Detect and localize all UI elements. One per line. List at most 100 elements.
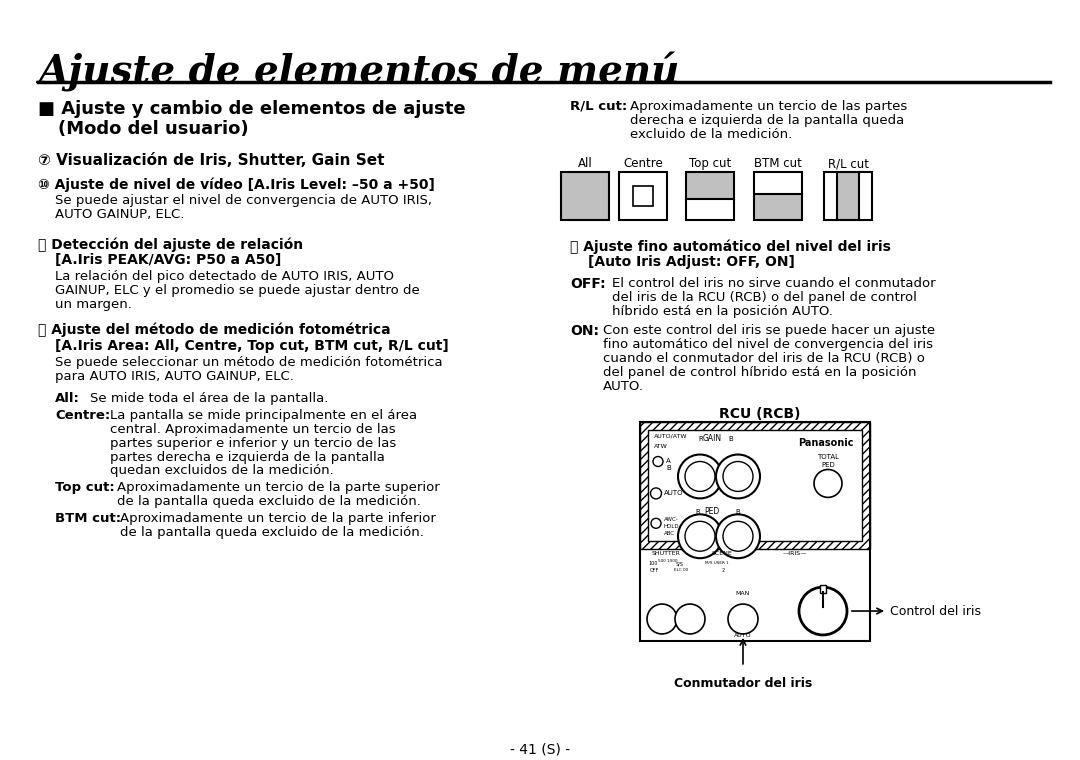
- Text: del panel de control híbrido está en la posición: del panel de control híbrido está en la …: [603, 366, 917, 378]
- Text: S/S: S/S: [676, 562, 684, 567]
- Text: BTM cut: BTM cut: [754, 157, 802, 170]
- Text: SCENE: SCENE: [712, 551, 732, 556]
- Text: [A.Iris Area: All, Centre, Top cut, BTM cut, R/L cut]: [A.Iris Area: All, Centre, Top cut, BTM …: [55, 339, 449, 353]
- Bar: [648, 429, 862, 541]
- Text: Top cut: Top cut: [689, 157, 731, 170]
- Text: Centre: Centre: [623, 157, 663, 170]
- Circle shape: [685, 521, 715, 551]
- Text: Conmutador del iris: Conmutador del iris: [674, 677, 812, 690]
- Text: ⑬ Ajuste fino automático del nivel del iris: ⑬ Ajuste fino automático del nivel del i…: [570, 239, 891, 254]
- Text: [Auto Iris Adjust: OFF, ON]: [Auto Iris Adjust: OFF, ON]: [588, 255, 795, 269]
- Bar: [619, 173, 667, 220]
- Circle shape: [723, 521, 753, 551]
- Text: PED: PED: [704, 508, 719, 516]
- Text: Centre:: Centre:: [55, 409, 110, 422]
- Circle shape: [675, 604, 705, 634]
- Text: de la pantalla queda excluido de la medición.: de la pantalla queda excluido de la medi…: [120, 526, 423, 540]
- Text: cuando el conmutador del iris de la RCU (RCB) o: cuando el conmutador del iris de la RCU …: [603, 352, 924, 365]
- Circle shape: [716, 454, 760, 499]
- Bar: [837, 173, 859, 220]
- Text: Se puede seleccionar un método de medición fotométrica: Se puede seleccionar un método de medici…: [55, 356, 443, 369]
- Text: La relación del pico detectado de AUTO IRIS, AUTO: La relación del pico detectado de AUTO I…: [55, 270, 394, 283]
- Text: Se puede ajustar el nivel de convergencia de AUTO IRIS,: Se puede ajustar el nivel de convergenci…: [55, 195, 432, 207]
- Circle shape: [723, 461, 753, 492]
- Text: Panasonic: Panasonic: [798, 438, 853, 448]
- Bar: [754, 194, 802, 220]
- Text: AUTO: AUTO: [734, 633, 752, 638]
- Text: derecha e izquierda de la pantalla queda: derecha e izquierda de la pantalla queda: [630, 114, 904, 127]
- Text: ABC: ABC: [664, 531, 675, 537]
- Text: híbrido está en la posición AUTO.: híbrido está en la posición AUTO.: [612, 305, 833, 318]
- Circle shape: [678, 515, 723, 558]
- Bar: [640, 422, 870, 641]
- Text: Aproximadamente un tercio de la parte inferior: Aproximadamente un tercio de la parte in…: [120, 512, 436, 525]
- Text: central. Aproximadamente un tercio de las: central. Aproximadamente un tercio de la…: [110, 423, 395, 435]
- Text: PED: PED: [821, 461, 835, 467]
- Text: GAINUP, ELC y el promedio se puede ajustar dentro de: GAINUP, ELC y el promedio se puede ajust…: [55, 284, 420, 297]
- Text: de la pantalla queda excluido de la medición.: de la pantalla queda excluido de la medi…: [117, 496, 421, 508]
- Bar: [686, 199, 734, 220]
- Bar: [561, 173, 609, 220]
- Text: HOLD: HOLD: [664, 524, 679, 529]
- Text: All:: All:: [55, 391, 80, 405]
- Text: OFF: OFF: [650, 568, 659, 573]
- Circle shape: [651, 518, 661, 528]
- Text: TOTAL: TOTAL: [816, 454, 839, 460]
- Text: AUTO GAINUP, ELC.: AUTO GAINUP, ELC.: [55, 208, 185, 221]
- Text: AUTO/ATW: AUTO/ATW: [654, 434, 688, 439]
- Text: Ajuste de elementos de menú: Ajuste de elementos de menú: [38, 52, 679, 92]
- Text: - 41 (S) -: - 41 (S) -: [510, 743, 570, 757]
- Bar: [824, 173, 837, 220]
- Bar: [754, 173, 802, 220]
- Text: ■ Ajuste y cambio de elementos de ajuste: ■ Ajuste y cambio de elementos de ajuste: [38, 100, 465, 118]
- Text: Con este control del iris se puede hacer un ajuste: Con este control del iris se puede hacer…: [603, 324, 935, 337]
- Text: MAN: MAN: [735, 591, 751, 596]
- Bar: [820, 585, 826, 593]
- Text: AUTO.: AUTO.: [603, 380, 644, 393]
- Text: Aproximadamente un tercio de las partes: Aproximadamente un tercio de las partes: [630, 100, 907, 112]
- Text: R: R: [696, 509, 700, 515]
- Text: R/L cut:: R/L cut:: [570, 100, 627, 112]
- Text: (Modo del usuario): (Modo del usuario): [58, 119, 248, 138]
- Bar: [633, 186, 653, 206]
- Circle shape: [716, 515, 760, 558]
- Text: AWC-: AWC-: [664, 518, 678, 522]
- Text: OFF:: OFF:: [570, 277, 606, 291]
- Text: El control del iris no sirve cuando el conmutador: El control del iris no sirve cuando el c…: [612, 277, 935, 290]
- Text: [A.Iris PEAK/AVG: P50 a A50]: [A.Iris PEAK/AVG: P50 a A50]: [55, 253, 282, 268]
- Text: 2: 2: [723, 568, 725, 573]
- Bar: [648, 429, 862, 541]
- Bar: [640, 422, 870, 549]
- Text: BTM cut:: BTM cut:: [55, 512, 121, 525]
- Circle shape: [650, 488, 661, 499]
- Text: R/L cut: R/L cut: [827, 157, 868, 170]
- Text: ⑪ Detección del ajuste de relación: ⑪ Detección del ajuste de relación: [38, 237, 303, 252]
- Text: excluido de la medición.: excluido de la medición.: [630, 128, 793, 141]
- Bar: [619, 173, 667, 220]
- Bar: [754, 173, 802, 194]
- Circle shape: [799, 587, 847, 635]
- Bar: [561, 173, 609, 220]
- Text: Control del iris: Control del iris: [890, 604, 981, 618]
- Text: ON:: ON:: [570, 324, 599, 338]
- Text: del iris de la RCU (RCB) o del panel de control: del iris de la RCU (RCB) o del panel de …: [612, 291, 917, 304]
- Bar: [686, 173, 734, 220]
- Text: un margen.: un margen.: [55, 298, 132, 311]
- Circle shape: [653, 457, 663, 467]
- Text: ELC 00: ELC 00: [674, 568, 688, 572]
- Text: ⑦ Visualización de Iris, Shutter, Gain Set: ⑦ Visualización de Iris, Shutter, Gain S…: [38, 153, 384, 167]
- Text: Aproximadamente un tercio de la parte superior: Aproximadamente un tercio de la parte su…: [117, 481, 440, 495]
- Text: B: B: [735, 509, 741, 515]
- Text: ⑩ Ajuste de nivel de vídeo [A.Iris Level: –50 a +50]: ⑩ Ajuste de nivel de vídeo [A.Iris Level…: [38, 177, 435, 192]
- Text: —IRIS—: —IRIS—: [783, 551, 808, 556]
- Text: para AUTO IRIS, AUTO GAINUP, ELC.: para AUTO IRIS, AUTO GAINUP, ELC.: [55, 370, 294, 383]
- Text: SHUTTER: SHUTTER: [652, 551, 680, 556]
- Text: fino automático del nivel de convergencia del iris: fino automático del nivel de convergenci…: [603, 338, 933, 351]
- Text: quedan excluidos de la medición.: quedan excluidos de la medición.: [110, 464, 334, 477]
- Text: partes derecha e izquierda de la pantalla: partes derecha e izquierda de la pantall…: [110, 451, 384, 464]
- Text: 100: 100: [648, 561, 658, 565]
- Text: RCU (RCB): RCU (RCB): [719, 407, 800, 421]
- Text: ATW: ATW: [654, 444, 667, 448]
- Circle shape: [647, 604, 677, 634]
- Circle shape: [814, 470, 842, 497]
